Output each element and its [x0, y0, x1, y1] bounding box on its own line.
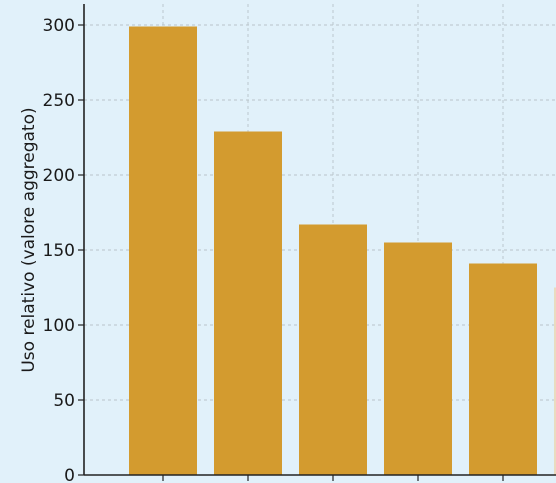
bar: [554, 287, 556, 475]
y-tick-label: 100: [43, 316, 75, 336]
y-tick-label: 150: [43, 241, 75, 261]
bar: [214, 131, 282, 475]
y-tick-label: 250: [43, 91, 75, 111]
bar: [469, 263, 537, 475]
y-tick-label: 200: [43, 166, 75, 186]
y-tick-label: 50: [53, 391, 75, 411]
bar: [299, 224, 367, 475]
bar: [384, 242, 452, 475]
y-tick-label: 0: [64, 466, 75, 483]
y-tick-label: 300: [43, 16, 75, 36]
bar-series: [129, 26, 556, 475]
y-axis-title: Uso relativo (valore aggregato): [19, 107, 39, 372]
bar: [129, 26, 197, 475]
y-axis-ticks: 0 50 100 150 200 250 300: [43, 16, 504, 483]
